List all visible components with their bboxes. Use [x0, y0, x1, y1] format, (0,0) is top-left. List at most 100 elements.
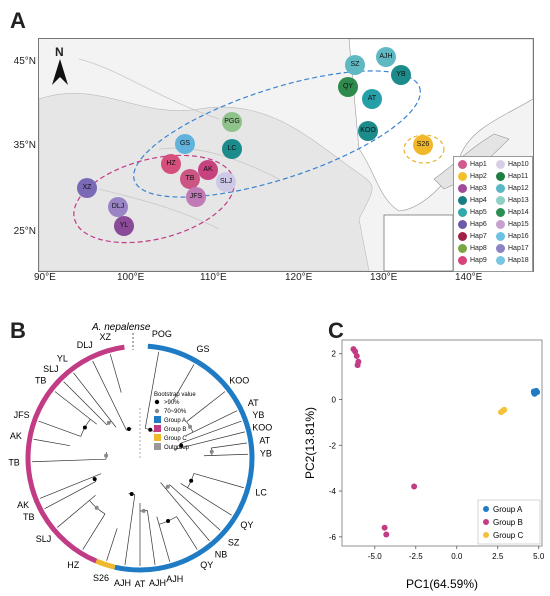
tree-branch [44, 481, 97, 510]
data-point [354, 362, 361, 369]
tip-label: AK [10, 431, 22, 441]
tip-label: YB [252, 410, 264, 420]
bootstrap-node [94, 505, 99, 510]
population-marker: HZ [161, 154, 181, 174]
legend-swatch [154, 416, 161, 423]
pca-scatter-chart: -5.0 -2.5 0.0 2.5 5.0 2 0 -2 -4 -6 PC1(64.59%) PC… [303, 339, 545, 591]
pca-legend: Group A Group B Group C [477, 499, 541, 545]
population-marker: KOO [358, 121, 378, 141]
legend-swatch [458, 196, 467, 205]
bootstrap-node [165, 484, 170, 489]
y-tick-label: 0 [332, 396, 337, 405]
legend-swatch [458, 160, 467, 169]
x-tick-label: 2.5 [492, 552, 504, 561]
tree-branch [32, 458, 107, 463]
tip-label: AJH [149, 578, 166, 588]
legend-swatch [458, 232, 467, 241]
legend-marker [154, 408, 160, 414]
population-marker: TB [180, 169, 200, 189]
tree-branch [160, 482, 210, 541]
y-tick-label: -2 [329, 441, 337, 450]
legend-label: Hap8 [470, 245, 487, 252]
population-marker: YB [391, 65, 411, 85]
tree-branch [173, 364, 195, 401]
population-marker: PGG [222, 112, 242, 132]
x-tick-label: 0.0 [451, 552, 463, 561]
tree-branch [63, 381, 108, 426]
legend-label: Hap4 [470, 197, 487, 204]
data-point [411, 483, 418, 490]
legend-swatch [496, 220, 505, 229]
tree-branch [185, 410, 238, 436]
legend-label: Hap3 [470, 185, 487, 192]
tree-branch [82, 513, 106, 550]
legend-swatch [458, 244, 467, 253]
tip-label: AK [17, 500, 29, 510]
lat-label-35: 35°N [13, 140, 36, 151]
population-marker: JFS [186, 187, 206, 207]
legend-swatch [458, 172, 467, 181]
y-tick-label: 2 [332, 350, 337, 359]
tip-label: XZ [100, 332, 112, 342]
tree-branch [211, 442, 247, 449]
tree-branch [109, 354, 122, 393]
legend-label: Hap13 [508, 197, 529, 204]
lon-label-120: 120°E [285, 272, 313, 283]
bootstrap-node [104, 453, 109, 458]
tip-label: HZ [67, 560, 79, 570]
tip-label: SZ [228, 537, 240, 547]
pca-points [350, 346, 541, 538]
legend-marker [483, 519, 489, 525]
legend-label: Group C [493, 531, 523, 540]
population-marker: AJH [376, 47, 396, 67]
tree-branches [32, 351, 248, 566]
bootstrap-node [129, 492, 134, 497]
x-tick-label: -2.5 [409, 552, 423, 561]
tip-label: AJH [166, 574, 183, 584]
lon-label-110: 110°E [200, 272, 227, 283]
legend-label: Group B [164, 427, 186, 433]
tree-tips: POGGSKOOATYBKOOATYBLCQYSZNBQYAJHAJHATAJH… [8, 329, 272, 589]
phylogenetic-tree: POGGSKOOATYBKOOATYBLCQYSZNBQYAJHAJHATAJH… [8, 322, 272, 589]
tree-branch [106, 528, 118, 561]
tree-legend: >90% 70~90% Group A Group B Group C Outgroup [154, 399, 190, 451]
tip-label: TB [35, 375, 47, 385]
tip-label: AT [259, 435, 270, 445]
tip-label: AJH [114, 578, 131, 588]
legend-swatch [496, 208, 505, 217]
tip-label: KOO [229, 375, 249, 385]
legend-swatch [496, 244, 505, 253]
data-point [501, 406, 508, 413]
legend-label: Hap11 [508, 173, 529, 180]
legend-label: Hap2 [470, 173, 487, 180]
group-a-arc [114, 343, 255, 573]
tree-branch [38, 420, 81, 437]
panel-label-b: B [10, 318, 26, 343]
lon-label-140: 140°E [455, 272, 483, 283]
bootstrap-node [92, 477, 97, 482]
bootstrap-legend-title: Bootstrap value [154, 392, 196, 398]
population-marker: SZ [345, 55, 365, 75]
population-marker: YL [114, 216, 134, 236]
legend-marker [483, 506, 489, 512]
bootstrap-node [126, 427, 131, 432]
legend-swatch [458, 220, 467, 229]
tip-label: QY [240, 520, 253, 530]
tip-label: KOO [252, 423, 272, 433]
tip-label: GS [196, 344, 209, 354]
tree-branch [203, 453, 248, 457]
y-tick-label: -4 [329, 487, 337, 496]
population-marker: XZ [77, 178, 97, 198]
legend-swatch [496, 160, 505, 169]
legend-label: Hap15 [508, 221, 529, 228]
tip-label: AT [135, 579, 146, 589]
data-point [381, 524, 388, 531]
legend-label: Hap10 [508, 161, 529, 168]
pca-ticks: -5.0 -2.5 0.0 2.5 5.0 2 0 -2 -4 -6 [329, 350, 545, 561]
legend-swatch [496, 196, 505, 205]
tree-branch [180, 483, 232, 516]
legend-label: Group A [164, 418, 186, 424]
tree-branch [176, 516, 198, 550]
legend-swatch [154, 434, 161, 441]
tip-label: LC [255, 488, 267, 498]
